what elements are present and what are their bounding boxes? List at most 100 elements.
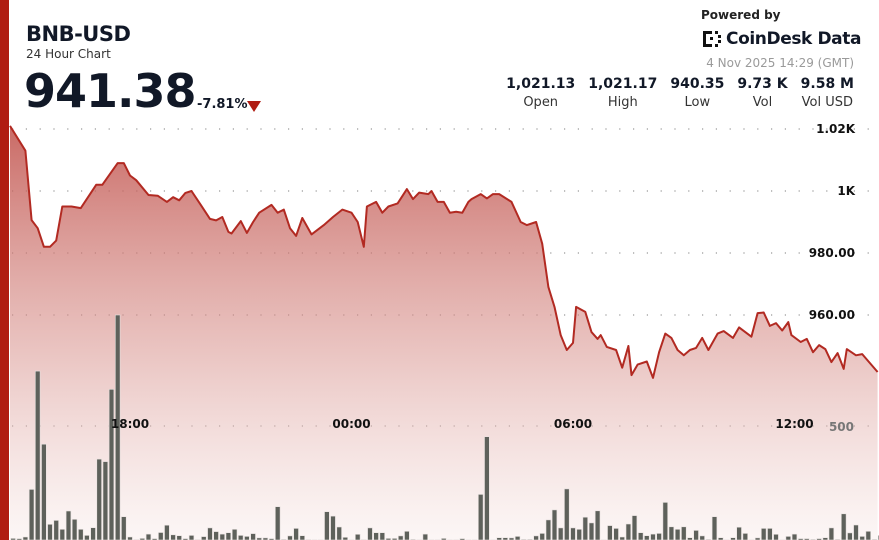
volume-bar	[582, 516, 589, 540]
volume-bar	[59, 528, 66, 540]
stat-label: Vol	[752, 95, 773, 110]
volume-bar	[477, 494, 484, 540]
price-line	[9, 125, 879, 379]
stat-open: 1,021.13 Open	[506, 76, 575, 110]
volume-bar	[865, 530, 872, 540]
volume-bar	[767, 528, 773, 540]
volume-bar	[650, 533, 656, 540]
stat-low: 940.35 Low	[670, 76, 724, 110]
volume-bar	[441, 538, 447, 540]
x-tick-label: 00:00	[332, 417, 370, 431]
volume-bar	[791, 533, 798, 540]
volume-tick-label: 500	[829, 420, 854, 434]
volume-bar	[785, 536, 792, 540]
volume-bar	[656, 533, 662, 540]
volume-bar	[668, 526, 675, 540]
volume-bar	[22, 536, 29, 540]
volume-bar	[736, 526, 742, 540]
stat-label: Low	[684, 95, 711, 110]
volume-bar	[822, 537, 829, 540]
y-tick-label: 980.00	[809, 246, 855, 260]
powered-by: Powered by	[701, 8, 781, 22]
coindesk-logo: CoinDesk Data	[702, 29, 861, 49]
axis-labels: 1.02K 1K 980.00 960.00 500 18:00 00:00 06:00 12:…	[111, 122, 856, 434]
volume-bar	[397, 535, 404, 540]
volume-bar	[631, 515, 638, 540]
stat-high: 1,021.17 High	[588, 76, 657, 110]
stat-vol-usd: 9.58 M Vol USD	[801, 76, 854, 110]
volume-bar	[225, 532, 232, 540]
volume-bar	[41, 443, 47, 540]
volume-bar	[508, 537, 515, 540]
x-tick-label: 18:00	[111, 417, 149, 431]
volume-bar	[238, 535, 244, 540]
stat-label: High	[607, 95, 638, 110]
volume-bar	[422, 533, 428, 540]
brand-name: CoinDesk Data	[726, 29, 862, 49]
stat-value: 940.35	[670, 76, 725, 92]
volume-bar	[244, 536, 250, 540]
y-tick-label: 1.02K	[816, 122, 856, 136]
volume-bar	[687, 537, 693, 540]
volume-bar	[533, 535, 539, 540]
volume-bar	[607, 525, 613, 540]
volume-bar	[859, 536, 865, 540]
volume-bar	[90, 527, 96, 540]
volume-bar	[570, 527, 576, 540]
stat-value: 9.58 M	[800, 76, 854, 92]
volume-bar	[78, 528, 84, 540]
volume-bar	[201, 536, 207, 540]
volume-bar	[637, 532, 644, 540]
volume-bar	[170, 534, 176, 540]
volume-bar	[336, 526, 342, 540]
volume-bar	[773, 533, 779, 540]
volume-bar	[564, 488, 570, 540]
stat-label: Open	[523, 95, 559, 110]
timestamp: 4 Nov 2025 14:29 (GMT)	[706, 56, 854, 70]
volume-bar	[324, 511, 330, 540]
volume-bar	[213, 531, 219, 540]
volume-bar	[853, 524, 859, 540]
price-change: -7.81%	[197, 97, 248, 112]
stat-value: 1,021.17	[588, 76, 658, 92]
volume-bar	[115, 314, 121, 540]
coindesk-logo-icon	[703, 31, 721, 47]
volume-bar	[502, 537, 508, 540]
stat-vol: 9.73 K Vol	[737, 76, 787, 110]
volume-bar	[330, 515, 336, 540]
y-tick-label: 960.00	[809, 308, 855, 322]
volume-bar	[693, 530, 699, 540]
volume-bar	[644, 535, 650, 540]
stat-label: Vol USD	[801, 95, 853, 110]
volume-bar	[551, 509, 558, 540]
volume-bar	[662, 502, 669, 540]
stats-row: 1,021.13 Open 1,021.17 High 940.35 Low 9.73…	[493, 76, 854, 110]
volume-bar	[10, 538, 16, 540]
volume-bar	[262, 537, 269, 540]
down-arrow-icon	[247, 101, 261, 112]
volume-bar	[287, 535, 293, 540]
volume-bar	[274, 506, 281, 540]
volume-bar	[681, 526, 687, 540]
volume-bar	[164, 524, 170, 540]
volume-bar	[108, 388, 115, 540]
volume-bar	[219, 533, 225, 540]
volume-bar	[828, 527, 835, 540]
volume-bar	[256, 537, 262, 540]
accent-bar	[0, 0, 9, 540]
volume-bar	[539, 533, 545, 540]
volume-bar	[47, 523, 53, 540]
current-price: 941.38	[24, 64, 197, 118]
volume-bar	[96, 458, 102, 540]
stat-value: 1,021.13	[506, 76, 576, 92]
volume-bar	[379, 532, 385, 540]
volume-bar	[730, 537, 736, 540]
volume-bar	[158, 532, 164, 540]
volume-bar	[840, 513, 847, 540]
volume-bar	[145, 533, 152, 540]
volume-bar	[545, 519, 552, 540]
volume-bar	[176, 535, 182, 540]
volume-bar	[847, 532, 853, 540]
volume-bar	[65, 510, 72, 540]
